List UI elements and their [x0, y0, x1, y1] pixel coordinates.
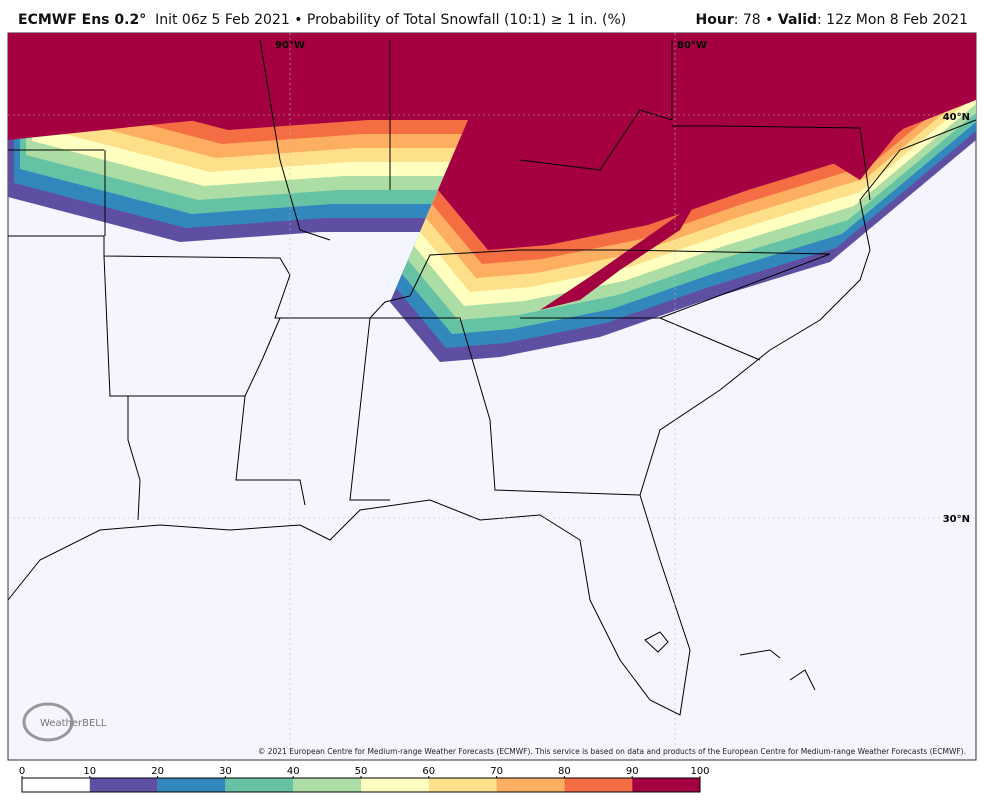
hour-value: : 78 • — [733, 12, 778, 28]
header-left: ECMWF Ens 0.2° Init 06z 5 Feb 2021 • Pro… — [18, 12, 626, 28]
valid-label: Valid — [777, 12, 818, 28]
graticule — [8, 33, 976, 760]
colorbar-segment — [496, 778, 565, 792]
colorbar-tick-label: 50 — [355, 766, 368, 777]
colorbar-tick-label: 20 — [151, 766, 164, 777]
lat-label: 30°N — [943, 514, 970, 525]
state-lines-2 — [103, 253, 831, 521]
snow-core — [540, 33, 976, 310]
boundaries — [8, 39, 976, 716]
colorbar: 0 10 20 30 40 50 60 70 80 90 100 — [19, 766, 710, 793]
hour-label: Hour — [695, 12, 734, 28]
colorbar-segment — [157, 778, 226, 792]
lon-label: 80°W — [677, 40, 707, 51]
model-name: ECMWF Ens 0.2° — [18, 12, 147, 28]
colorbar-segment — [22, 778, 90, 792]
snow-core — [8, 33, 350, 140]
colorbar-tick-label: 10 — [83, 766, 96, 777]
colorbar-segment — [89, 778, 158, 792]
colorbar-tick-label: 40 — [287, 766, 300, 777]
colorbar-tick-label: 30 — [219, 766, 232, 777]
copyright: © 2021 European Centre for Medium-range … — [258, 747, 966, 756]
colorbar-segment — [564, 778, 633, 792]
lat-label: 40°N — [943, 112, 970, 123]
lon-label: 90°W — [275, 40, 305, 51]
colorbar-tick-label: 100 — [690, 766, 709, 777]
valid-value: : 12z Mon 8 Feb 2021 — [817, 12, 968, 28]
colorbar-tick-label: 90 — [626, 766, 639, 777]
colorbar-segment — [293, 778, 361, 792]
coastline — [8, 119, 976, 716]
header-right: Hour: 78 • Valid: 12z Mon 8 Feb 2021 — [696, 12, 968, 28]
colorbar-segment — [361, 778, 429, 792]
description: Init 06z 5 Feb 2021 • Probability of Tot… — [155, 12, 627, 28]
colorbar-segment — [225, 778, 294, 792]
colorbar-segment — [428, 778, 497, 792]
colorbar-tick-label: 60 — [422, 766, 435, 777]
colorbar-segment — [632, 778, 700, 792]
colorbar-tick-label: 0 — [19, 766, 25, 777]
islands — [644, 631, 816, 691]
colorbar-tick-label: 70 — [490, 766, 503, 777]
colorbar-tick-label: 80 — [558, 766, 571, 777]
logo-mark — [22, 702, 74, 742]
logo: WeatherBELL — [40, 718, 107, 729]
snow-core — [390, 33, 640, 70]
snow-bands — [8, 33, 976, 362]
